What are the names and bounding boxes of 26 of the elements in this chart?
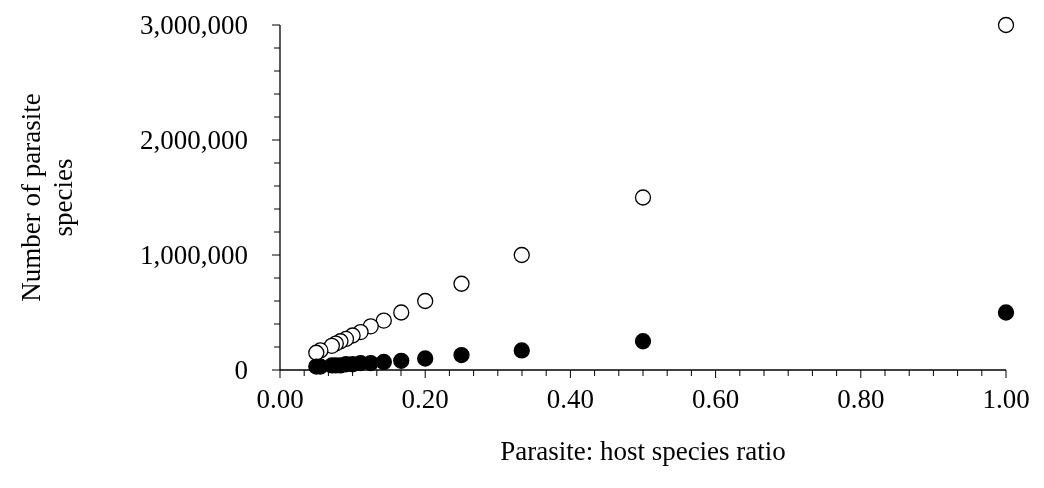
point (393, 304, 410, 321)
point (634, 189, 652, 206)
x-tick-label: 0.60 (691, 384, 740, 414)
x-tick-label: 0.40 (546, 384, 595, 414)
point (513, 342, 530, 359)
x-axis-title: Parasite: host species ratio (500, 436, 786, 466)
y-axis-title: Number of parasite species (16, 93, 78, 302)
y-tick-label: 1,000,000 (140, 240, 248, 270)
x-tick-label: 0.80 (837, 384, 885, 414)
y-tick-label: 3,000,000 (140, 10, 248, 40)
point (997, 16, 1015, 34)
x-tick-label: 0.00 (256, 384, 304, 414)
point (417, 292, 434, 310)
y-tick-label: 2,000,000 (140, 125, 248, 155)
point (393, 352, 410, 369)
point (417, 350, 434, 367)
y-tick-label: 0 (234, 355, 248, 385)
x-tick-label: 0.20 (401, 384, 449, 414)
point (997, 304, 1015, 321)
point (308, 344, 325, 361)
x-tick-label: 1.00 (982, 384, 1030, 414)
point (453, 346, 470, 364)
point (375, 312, 392, 329)
point (513, 246, 530, 264)
point (634, 333, 652, 350)
point (453, 275, 470, 292)
